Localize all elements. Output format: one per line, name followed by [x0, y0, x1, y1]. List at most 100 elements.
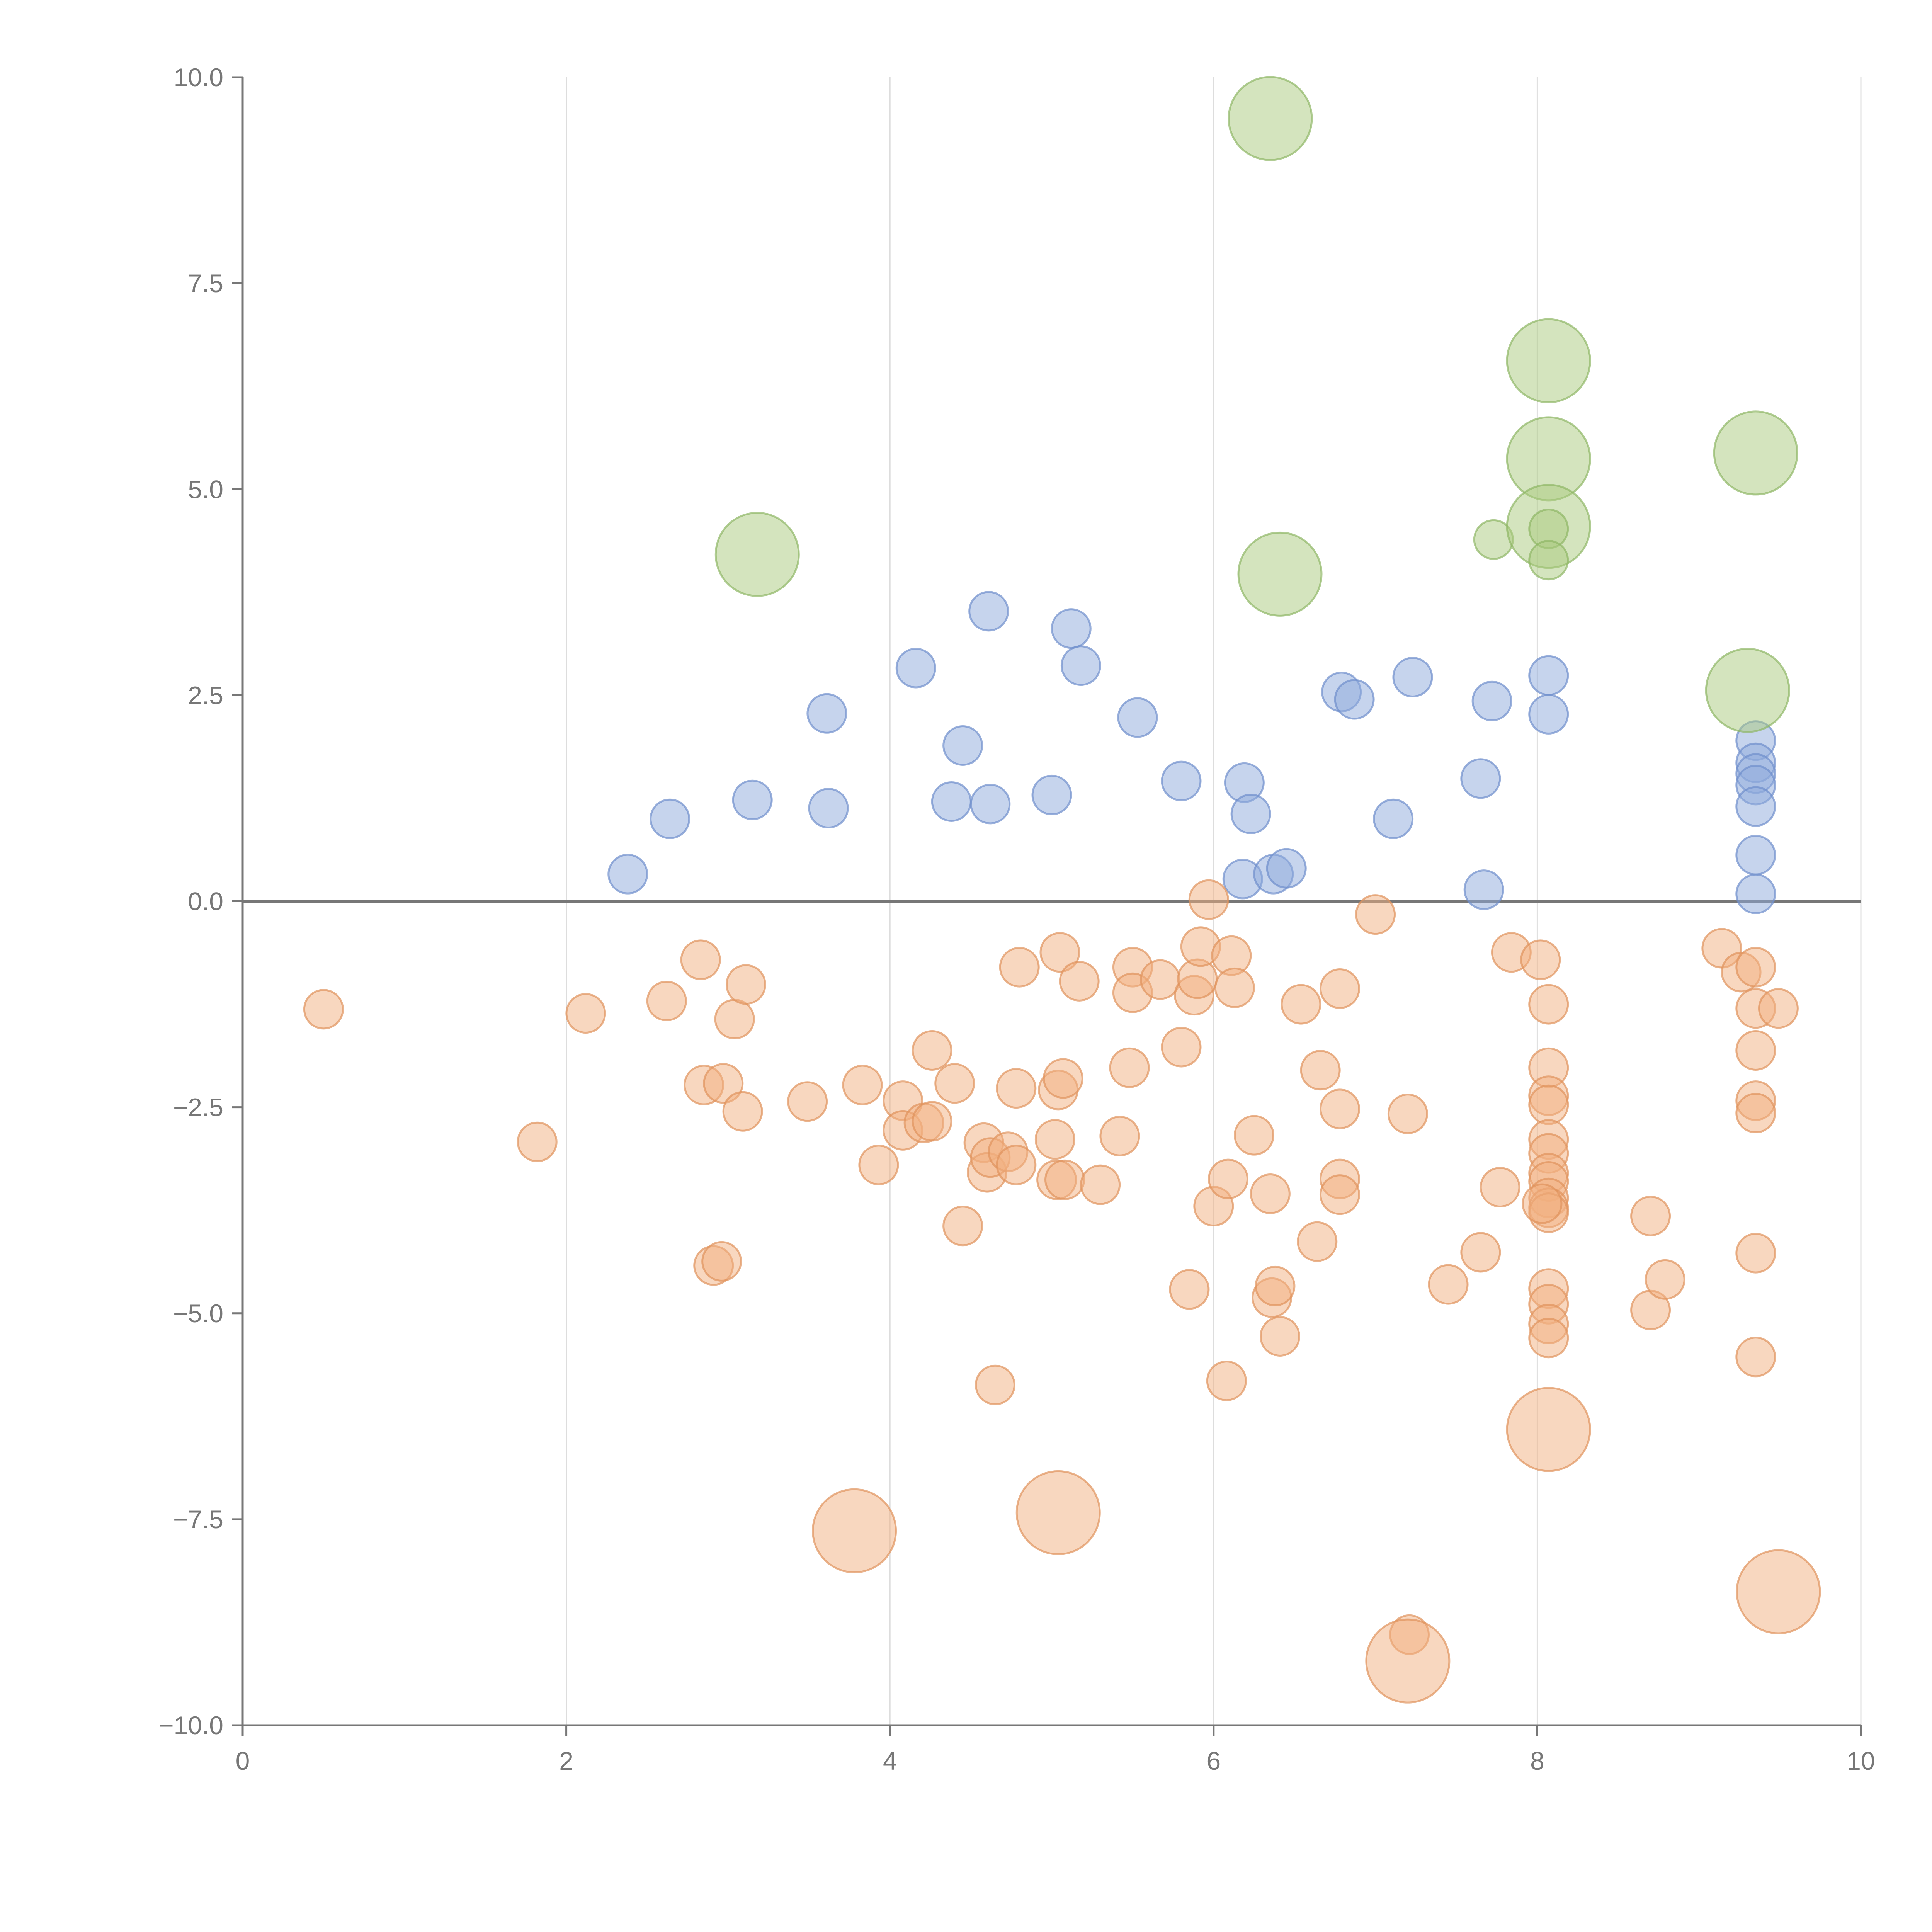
data-point-s0-2 [732, 779, 773, 820]
data-point-s2-101 [1735, 1337, 1776, 1378]
data-point-s2-36 [1059, 961, 1100, 1002]
data-point-s0-34 [1735, 835, 1776, 876]
data-point-s0-28 [1528, 694, 1569, 735]
data-point-s1-0 [714, 512, 800, 597]
data-point-s2-10 [722, 1091, 763, 1132]
data-point-s2-59 [1281, 984, 1321, 1025]
data-point-s1-4 [1506, 318, 1591, 403]
data-point-s2-48 [1188, 879, 1229, 920]
data-point-s2-73 [1520, 939, 1561, 980]
data-point-s0-9 [970, 784, 1011, 825]
data-point-s2-29 [999, 947, 1040, 988]
x-tick-label-3: 6 [1206, 1747, 1221, 1775]
data-point-s2-77 [1528, 1084, 1569, 1125]
y-tick-label-1: 7.5 [188, 269, 223, 298]
data-point-s2-11 [725, 964, 766, 1005]
data-point-s0-4 [808, 788, 849, 829]
data-point-s0-7 [942, 725, 983, 766]
data-point-s2-28 [996, 1068, 1037, 1109]
data-point-s1-1 [1228, 76, 1313, 161]
data-point-s2-106 [1365, 1618, 1451, 1704]
data-point-s2-35 [1044, 1159, 1085, 1200]
data-point-s0-12 [1060, 645, 1101, 686]
data-point-s2-66 [1355, 894, 1396, 935]
data-point-s2-12 [787, 1081, 828, 1122]
data-point-s2-51 [1208, 1158, 1248, 1199]
data-point-s2-34 [1043, 1058, 1083, 1099]
data-point-s0-1 [650, 798, 690, 839]
data-point-s1-8 [1528, 540, 1569, 581]
data-point-s0-22 [1373, 798, 1414, 839]
data-point-s0-21 [1334, 679, 1375, 720]
data-point-s2-53 [1214, 967, 1255, 1008]
data-point-s0-10 [1031, 774, 1072, 815]
data-point-s2-60 [1297, 1221, 1338, 1262]
data-point-s0-14 [1161, 760, 1202, 801]
data-point-s0-25 [1463, 869, 1504, 910]
data-point-s0-26 [1471, 680, 1512, 721]
y-tick-label-6: −5.0 [173, 1299, 223, 1328]
data-point-s2-3 [646, 981, 687, 1022]
data-point-s2-65 [1319, 968, 1360, 1009]
data-point-s2-92 [1645, 1259, 1685, 1300]
data-point-s2-38 [1099, 1116, 1140, 1156]
data-point-s2-99 [1735, 1093, 1776, 1134]
data-point-s2-44 [1169, 1269, 1210, 1310]
data-point-s2-18 [912, 1101, 952, 1142]
data-point-s2-90 [1630, 1196, 1671, 1236]
data-point-s2-58 [1260, 1316, 1301, 1357]
data-point-s2-70 [1460, 1232, 1501, 1273]
data-point-s2-21 [942, 1206, 983, 1247]
data-point-s1-10 [1705, 648, 1790, 733]
data-point-s2-71 [1480, 1167, 1520, 1208]
y-tick-label-7: −7.5 [173, 1505, 223, 1534]
x-tick-label-1: 2 [559, 1747, 573, 1775]
data-point-s2-8 [703, 1063, 744, 1104]
data-point-s0-13 [1117, 697, 1158, 738]
data-points [303, 76, 1821, 1704]
data-point-s0-27 [1528, 655, 1569, 696]
data-point-s2-103 [812, 1488, 897, 1573]
data-point-s2-63 [1319, 1174, 1360, 1215]
tick-labels: 0 2 4 6 8 10 10.0 7.5 5.0 2.5 0.0 −2.5 −5.0 −7.5 −10.0 [159, 63, 1875, 1775]
data-point-s2-100 [1735, 1233, 1776, 1274]
data-point-s2-30 [1034, 1119, 1075, 1160]
data-point-s2-4 [680, 939, 721, 980]
x-tick-label-2: 4 [883, 1747, 897, 1775]
data-point-s1-2 [1237, 531, 1323, 617]
data-point-s2-2 [565, 993, 606, 1034]
data-point-s0-24 [1460, 758, 1501, 799]
data-point-s2-89 [1528, 1318, 1569, 1359]
data-point-s2-0 [303, 989, 344, 1030]
data-point-s2-97 [1735, 1030, 1776, 1071]
data-point-s0-3 [806, 693, 847, 734]
data-point-s0-23 [1392, 656, 1433, 697]
data-point-s2-57 [1255, 1265, 1296, 1306]
data-point-s0-5 [895, 648, 936, 689]
y-tick-label-3: 2.5 [188, 681, 223, 709]
data-point-s1-9 [1713, 410, 1798, 496]
data-point-s2-37 [1080, 1164, 1121, 1205]
data-point-s2-42 [1140, 959, 1181, 1000]
data-point-s2-19 [912, 1030, 952, 1071]
data-point-s2-104 [1015, 1470, 1101, 1555]
data-point-s2-33 [1039, 932, 1080, 973]
data-point-s2-64 [1319, 1088, 1360, 1129]
data-point-s2-74 [1528, 984, 1569, 1025]
y-tick-label-8: −10.0 [159, 1711, 223, 1740]
data-point-s2-9 [714, 998, 755, 1039]
data-point-s2-67 [1387, 1094, 1428, 1134]
data-point-s2-102 [1758, 988, 1799, 1029]
data-point-s2-85 [1522, 1183, 1563, 1224]
axes [232, 76, 1862, 1736]
data-point-s2-55 [1250, 1173, 1291, 1214]
data-point-s0-17 [1230, 793, 1271, 834]
data-point-s2-25 [975, 1364, 1015, 1405]
data-point-s0-6 [931, 781, 972, 822]
data-point-s0-33 [1735, 786, 1776, 827]
x-tick-label-0: 0 [236, 1747, 250, 1775]
data-point-s0-11 [1051, 608, 1092, 649]
y-tick-label-4: 0.0 [188, 887, 223, 916]
data-point-s2-39 [1109, 1047, 1150, 1088]
